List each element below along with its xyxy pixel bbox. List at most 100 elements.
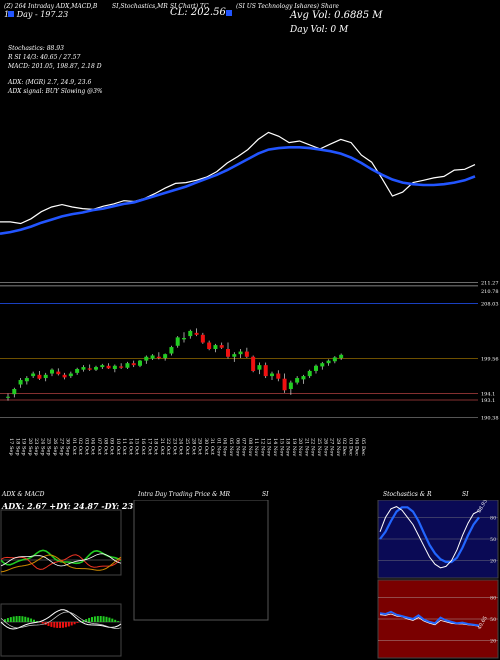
legend-swatch-icon: [8, 11, 14, 17]
candle-body: [320, 363, 325, 367]
intraday-title: Intra Day Trading Price & MR: [138, 491, 231, 498]
x-axis-label: 30 Oct: [203, 438, 209, 455]
x-axis-label: 27 Sep: [58, 438, 64, 456]
x-axis-label: 21 Oct: [159, 438, 165, 455]
rsi-line: [379, 610, 480, 627]
price-level-label: 208.03: [481, 302, 499, 308]
x-axis-label: 08 Nov: [247, 438, 253, 456]
x-axis-label: 22 Nov: [310, 438, 316, 456]
x-axis-label: 23 Sep: [33, 438, 39, 456]
candle-body: [282, 378, 287, 391]
x-axis-label: 24 Sep: [39, 438, 45, 456]
header-line1b: SI,Stochastics,MR: [112, 3, 168, 10]
stoch-level-label: 80: [490, 515, 496, 521]
si-info: R SI 14/3: 40.65 / 27.57: [8, 54, 81, 61]
macd-histogram-bar: [30, 618, 33, 622]
macd-histogram-bar: [56, 622, 59, 628]
rsi-level-label: 20: [490, 639, 496, 645]
x-axis-label: 02 Dec: [341, 438, 347, 456]
x-axis-label: 29 Oct: [197, 438, 203, 455]
adx-signal-info: ADX signal: BUY Slowing @3%: [8, 88, 103, 95]
candle-body: [62, 374, 67, 378]
macd-histogram-bar: [35, 621, 38, 622]
x-axis-label: 07 Nov: [241, 438, 247, 456]
macd-histogram-bar: [99, 616, 102, 622]
macd-histogram-bar: [82, 620, 85, 622]
price-level-label: 211.27: [481, 281, 499, 287]
x-axis-label: 10 Oct: [115, 438, 121, 455]
macd-histogram-bar: [6, 618, 9, 622]
candle-body: [257, 365, 262, 370]
x-axis-label: 15 Nov: [278, 438, 284, 456]
candle-body: [332, 357, 337, 362]
x-axis-label: 08 Oct: [102, 438, 108, 455]
stoch-title-right: SI: [462, 491, 469, 498]
adx-values: ADX: 2.67 +DY: 24.87 -DY: 23.58: [2, 501, 148, 511]
candle-body: [213, 345, 218, 349]
candle-body: [270, 373, 274, 377]
macd-histogram-bar: [91, 617, 93, 622]
x-axis-label: 17 Sep: [8, 438, 14, 456]
x-axis-label: 06 Nov: [234, 438, 240, 456]
x-axis-label: 04 Dec: [354, 438, 360, 456]
x-axis-label: 04 Nov: [222, 438, 228, 456]
macd-panel: [0, 603, 122, 657]
intraday-title-right: SI: [262, 491, 269, 498]
macd-histogram-bar: [88, 617, 91, 622]
macd-histogram-bar: [27, 617, 30, 622]
candle-body: [138, 360, 142, 366]
candle-body: [12, 389, 17, 395]
macd-histogram-bar: [15, 616, 18, 622]
candle-body: [288, 382, 293, 390]
rsi-level-label: 80: [490, 595, 496, 601]
x-axis-label: 13 Nov: [266, 438, 272, 456]
legend-swatch-icon: [226, 10, 232, 16]
macd-signal-line: [0, 611, 122, 629]
header-line1: (Z) 264 Intraday ADX,MACD,B: [4, 3, 98, 10]
candle-body: [6, 396, 10, 398]
candle-body: [307, 370, 312, 377]
x-axis-label: 09 Oct: [109, 438, 115, 455]
price-level-label: 210.78: [481, 289, 499, 295]
x-axis-label: 26 Sep: [52, 438, 58, 456]
x-axis-label: 18 Nov: [285, 438, 291, 456]
x-axis-label: 14 Oct: [127, 438, 133, 455]
x-axis-label: 15 Oct: [134, 438, 140, 455]
candle-body: [251, 356, 256, 371]
close-label: CL: 202.56: [170, 7, 226, 18]
candle-body: [326, 360, 331, 364]
x-axis-label: 25 Oct: [184, 438, 190, 455]
macd-line: [0, 609, 122, 630]
candle-body: [106, 365, 111, 369]
x-axis-label: 30 Sep: [65, 438, 71, 456]
candle-body: [43, 374, 48, 379]
candle-body: [339, 354, 344, 359]
candle-body: [276, 373, 281, 379]
macd-histogram-bar: [108, 617, 111, 622]
macd-histogram-bar: [47, 622, 50, 627]
x-axis-label: 20 Sep: [27, 438, 33, 456]
x-axis-label: 18 Oct: [153, 438, 159, 455]
x-axis-label: 18 Sep: [14, 438, 20, 456]
candle-body: [150, 355, 155, 359]
price-level-label: 190.38: [481, 416, 499, 422]
x-axis-label: 22 Oct: [165, 438, 171, 455]
candle-body: [75, 369, 80, 373]
candle-body: [125, 363, 130, 368]
stochastics-info: Stochastics: 88.93: [8, 45, 64, 52]
candle-body: [119, 366, 124, 368]
x-axis-label: 16 Oct: [140, 438, 146, 455]
stoch-title: Stochastics & R: [383, 491, 432, 498]
x-axis-label: 26 Nov: [322, 438, 328, 456]
candle-body: [263, 365, 268, 377]
candle-body: [314, 365, 318, 371]
candle-body: [219, 345, 224, 348]
x-axis-label: 29 Nov: [335, 438, 341, 456]
macd-info: MACD: 201.05, 198.87, 2.18 D: [8, 63, 102, 70]
macd-histogram-bar: [85, 619, 88, 622]
candle-body: [87, 368, 92, 370]
x-axis-label: 17 Oct: [146, 438, 152, 455]
macd-histogram-bar: [9, 617, 12, 622]
macd-histogram-bar: [53, 622, 56, 628]
